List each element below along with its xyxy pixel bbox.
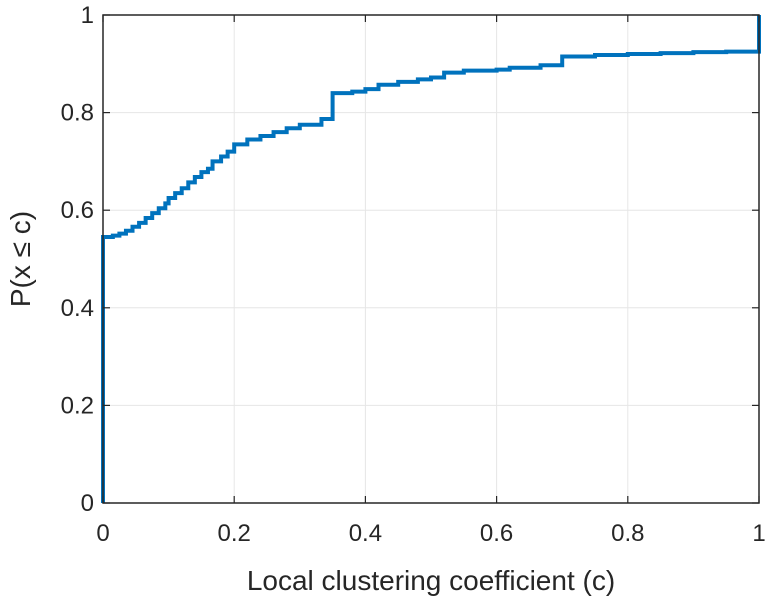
y-tick-label: 1 [81, 2, 94, 29]
grid [103, 15, 759, 503]
x-axis-title: Local clustering coefficient (c) [247, 565, 615, 596]
plot-frame [102, 14, 760, 504]
y-tick-label: 0.2 [61, 392, 94, 419]
series-layer [101, 15, 761, 503]
y-axis-title: P(x ≤ c) [5, 211, 36, 307]
x-tick-label: 0.2 [218, 520, 251, 547]
x-tick-label: 0 [96, 520, 109, 547]
y-axis: 0 0.2 0.4 0.6 0.8 1 [61, 2, 759, 517]
x-axis: 0 0.2 0.4 0.6 0.8 1 [96, 15, 766, 547]
x-tick-label: 1 [752, 520, 765, 547]
x-tick-label: 0.4 [349, 520, 382, 547]
y-tick-label: 0.4 [61, 295, 94, 322]
series-line-0 [101, 15, 761, 503]
y-tick-label: 0.8 [61, 100, 94, 127]
x-tick-label: 0.6 [480, 520, 513, 547]
x-tick-label: 0.8 [611, 520, 644, 547]
y-tick-label: 0.6 [61, 197, 94, 224]
y-tick-label: 0 [81, 490, 94, 517]
